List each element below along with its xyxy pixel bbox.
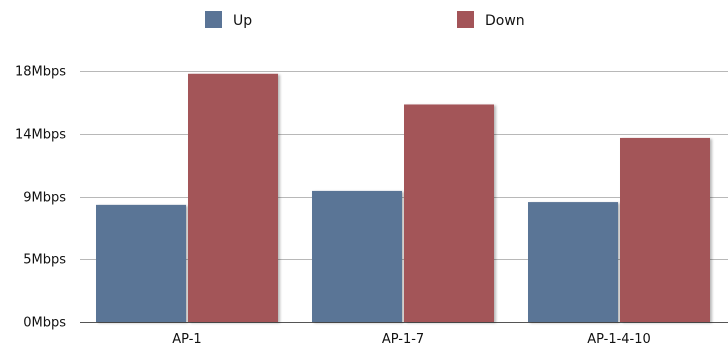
y-tick-label-0: 0Mbps	[23, 316, 66, 331]
bar-up-ap-1-7	[312, 190, 402, 322]
bars	[96, 73, 710, 323]
y-tick-label-4: 18Mbps	[15, 65, 66, 80]
legend-label-up: Up	[233, 13, 252, 29]
x-tick-label-1: AP-1-7	[382, 332, 424, 347]
bar-down-ap-1-7	[404, 104, 494, 322]
legend-swatch-up	[205, 11, 222, 28]
legend-label-down: Down	[485, 13, 525, 29]
legend: Up Down	[205, 11, 525, 29]
legend-swatch-down	[457, 11, 474, 28]
y-tick-label-1: 5Mbps	[23, 253, 66, 268]
bar-down-ap-1	[188, 73, 278, 323]
y-tick-label-2: 9Mbps	[23, 191, 66, 206]
x-tick-label-2: AP-1-4-10	[587, 332, 651, 347]
x-axis-ticks: AP-1 AP-1-7 AP-1-4-10	[172, 332, 651, 347]
bar-up-ap-1-4-10	[528, 202, 618, 322]
bar-up-ap-1	[96, 204, 186, 322]
bar-down-ap-1-4-10	[620, 137, 710, 322]
x-tick-label-0: AP-1	[172, 332, 201, 347]
y-tick-label-3: 14Mbps	[15, 128, 66, 143]
y-axis-ticks: 0Mbps 5Mbps 9Mbps 14Mbps 18Mbps	[15, 65, 66, 331]
